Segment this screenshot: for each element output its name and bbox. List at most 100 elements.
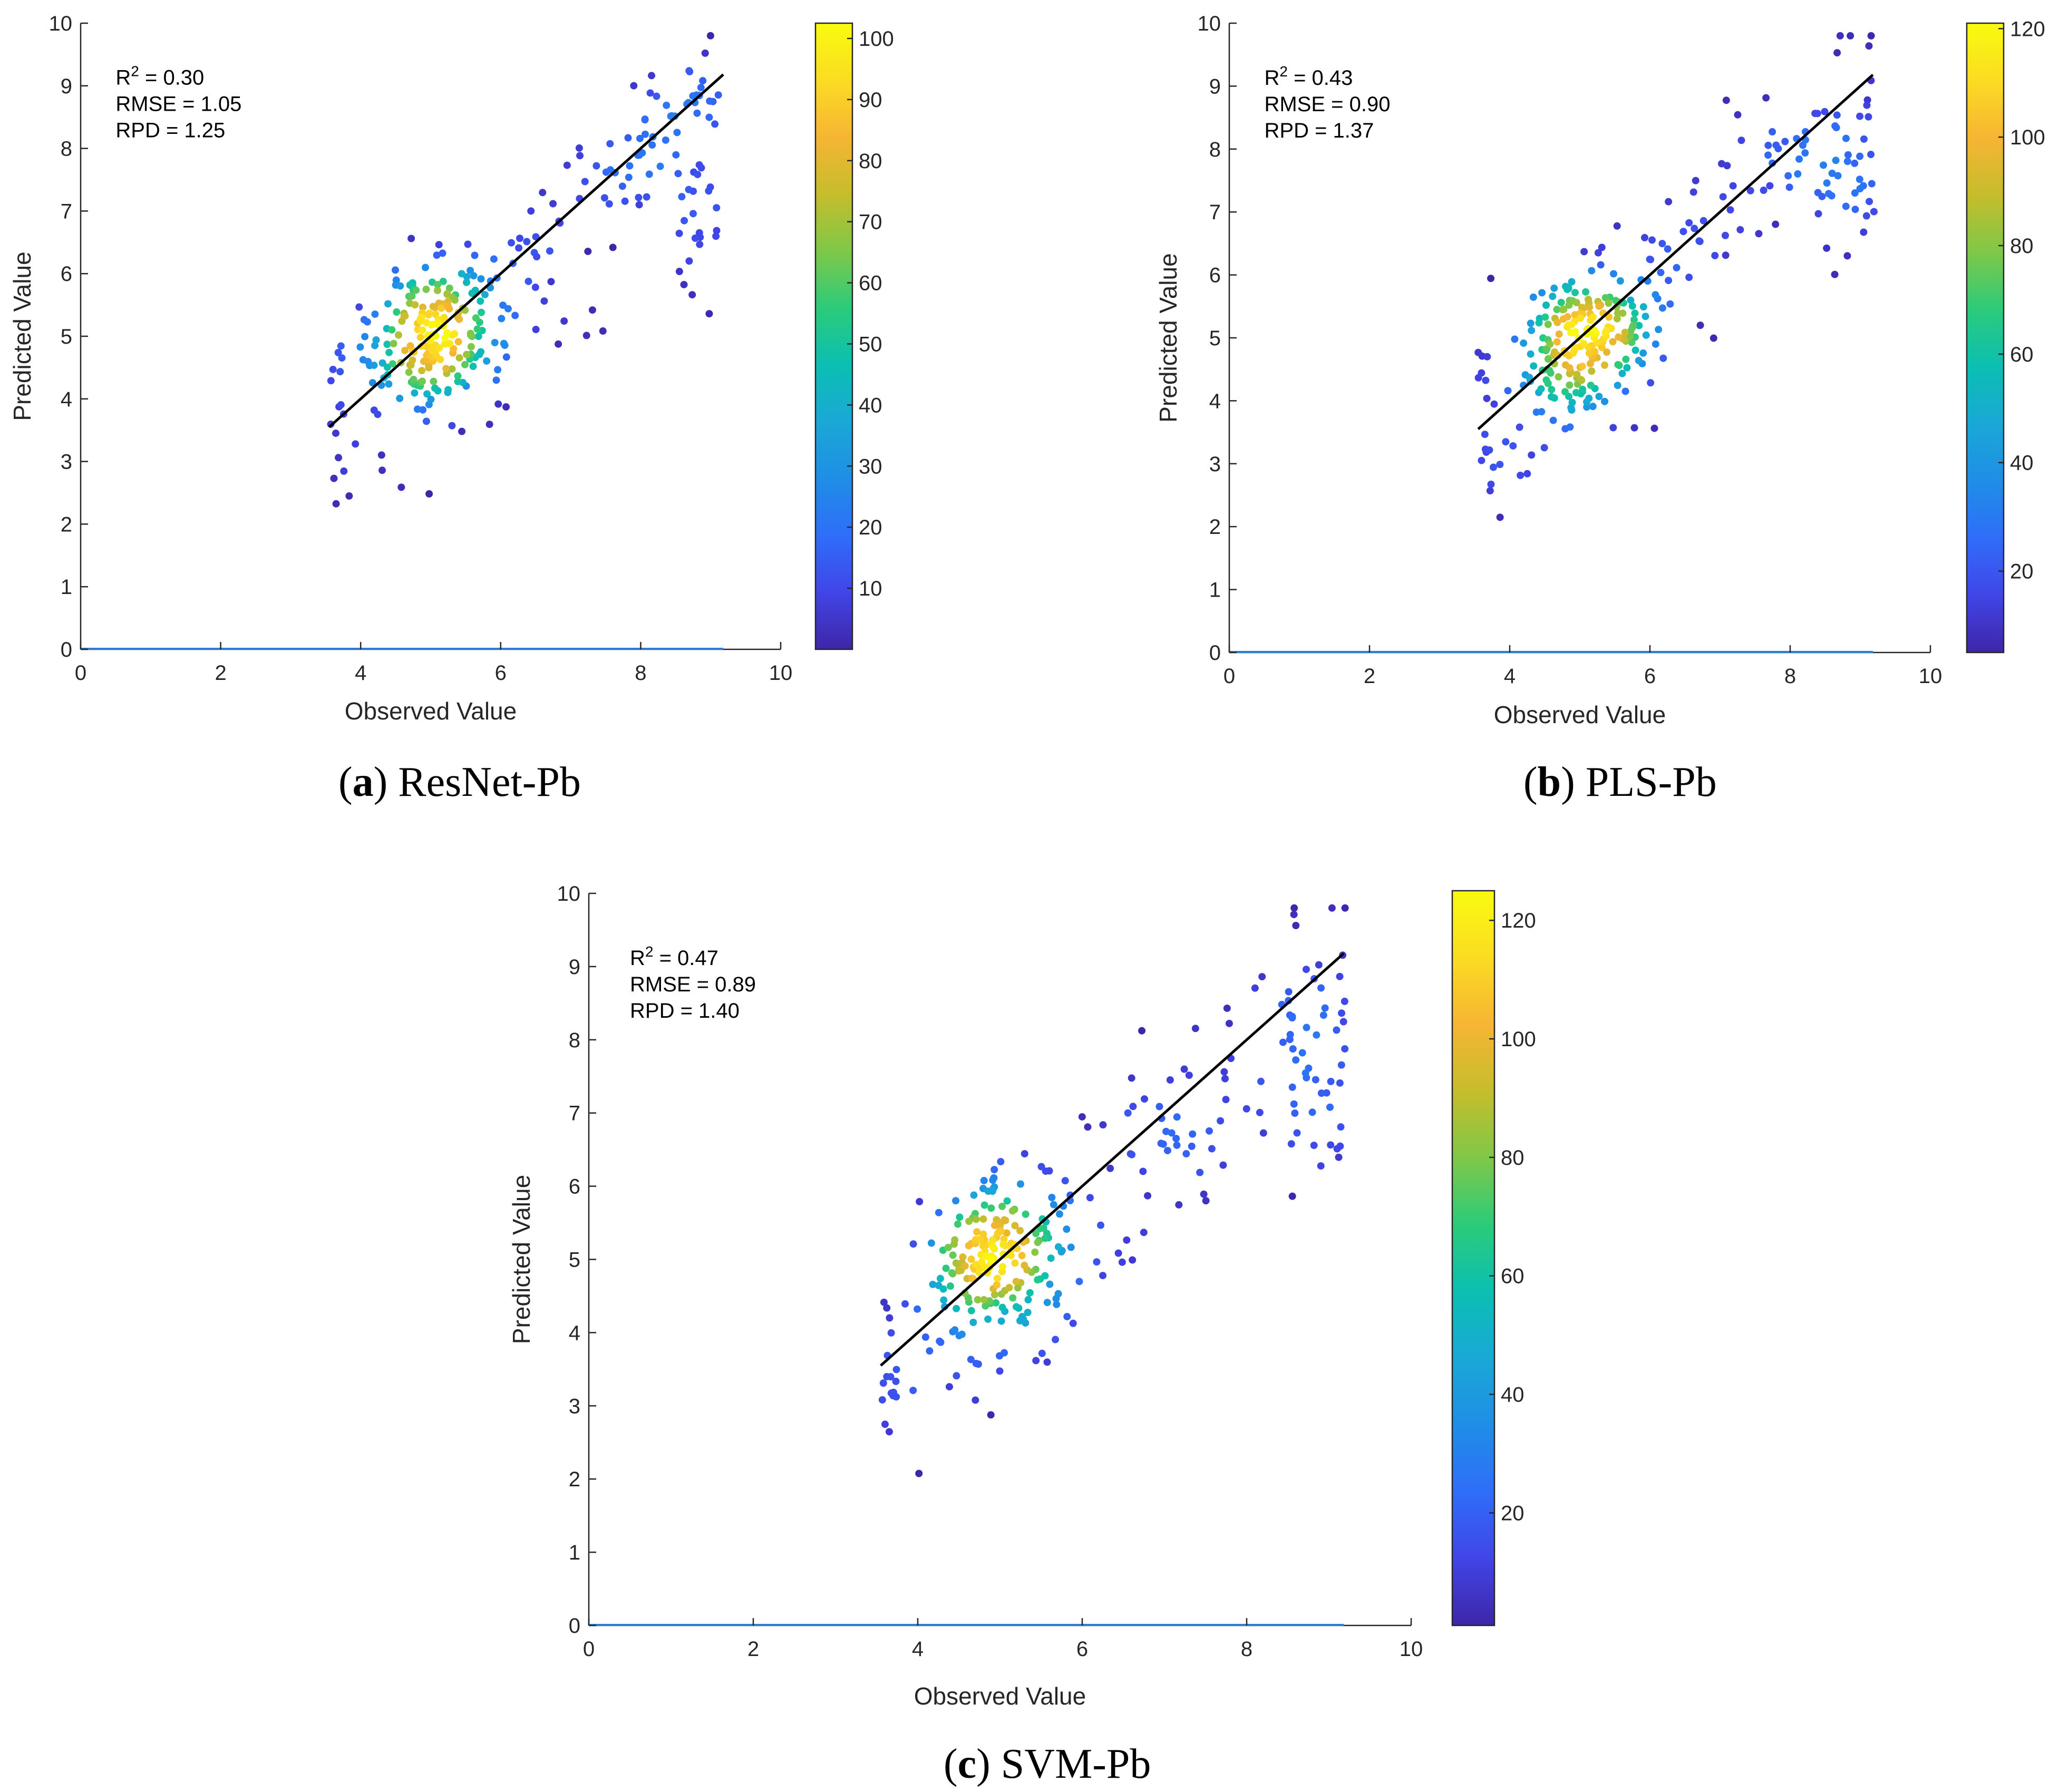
scatter-point bbox=[1863, 101, 1871, 109]
scatter-point bbox=[1251, 984, 1259, 992]
scatter-point bbox=[1609, 424, 1617, 432]
scatter-point bbox=[936, 1274, 944, 1282]
scatter-point bbox=[463, 350, 471, 358]
scatter-point bbox=[377, 451, 385, 459]
scatter-point bbox=[1168, 1129, 1176, 1137]
scatter-point bbox=[1856, 112, 1864, 120]
scatter-point bbox=[1328, 904, 1336, 912]
y-tick-label: 8 bbox=[569, 1029, 580, 1052]
scatter-point bbox=[618, 182, 626, 190]
scatter-point bbox=[335, 454, 343, 462]
scatter-point bbox=[1550, 394, 1558, 402]
r2-value: = 0.47 bbox=[653, 947, 718, 970]
scatter-point bbox=[996, 1367, 1004, 1375]
scatter-point bbox=[1337, 1061, 1345, 1069]
scatter-point bbox=[1856, 176, 1863, 183]
scatter-point bbox=[352, 440, 360, 448]
scatter-point bbox=[1485, 446, 1493, 454]
scatter-point bbox=[1021, 1150, 1028, 1157]
x-tick-label: 0 bbox=[1223, 665, 1235, 688]
scatter-point bbox=[1163, 1146, 1171, 1154]
scatter-point bbox=[714, 91, 722, 99]
scatter-point bbox=[635, 151, 643, 159]
scatter-point bbox=[1099, 1121, 1107, 1129]
scatter-point bbox=[432, 310, 440, 318]
scatter-point bbox=[674, 170, 682, 178]
scatter-point bbox=[421, 264, 429, 271]
r2-value: = 0.43 bbox=[1288, 66, 1353, 90]
scatter-point bbox=[1302, 966, 1310, 973]
scatter-point bbox=[1823, 179, 1831, 187]
scatter-point bbox=[944, 1243, 952, 1251]
scatter-point bbox=[1595, 302, 1603, 310]
scatter-point bbox=[901, 1300, 909, 1308]
scatter-point bbox=[997, 1158, 1005, 1166]
scatter-point bbox=[1256, 1108, 1264, 1116]
scatter-point bbox=[1639, 349, 1647, 357]
scatter-point bbox=[951, 1326, 959, 1334]
scatter-point bbox=[1722, 96, 1730, 104]
scatter-point bbox=[997, 1317, 1005, 1325]
scatter-point bbox=[1652, 291, 1659, 299]
scatter-point bbox=[1290, 911, 1298, 919]
scatter-point bbox=[685, 186, 693, 193]
scatter-point bbox=[329, 365, 337, 373]
scatter-point bbox=[939, 1285, 947, 1293]
scatter-point bbox=[1860, 135, 1868, 143]
scatter-point bbox=[581, 178, 589, 186]
scatter-point bbox=[1052, 1336, 1060, 1343]
scatter-point bbox=[1722, 251, 1730, 259]
scatter-point bbox=[887, 1373, 895, 1381]
scatter-point bbox=[1286, 1030, 1294, 1038]
scatter-point bbox=[356, 343, 364, 351]
scatter-point bbox=[1821, 108, 1829, 115]
scatter-point bbox=[532, 233, 540, 241]
scatter-point bbox=[1007, 1251, 1015, 1259]
scatter-point bbox=[1159, 1140, 1167, 1148]
scatter-point bbox=[1609, 338, 1617, 346]
scatter-point bbox=[605, 200, 613, 208]
scatter-point bbox=[1772, 220, 1780, 228]
scatter-point bbox=[1851, 159, 1859, 167]
x-tick-label: 0 bbox=[75, 661, 86, 685]
scatter-point bbox=[427, 395, 435, 403]
scatter-point bbox=[936, 1337, 944, 1345]
scatter-point bbox=[411, 301, 419, 309]
scatter-point bbox=[1535, 319, 1543, 327]
scatter-point bbox=[1009, 1294, 1017, 1302]
x-tick-label: 4 bbox=[1504, 665, 1516, 688]
scatter-point bbox=[916, 1197, 924, 1205]
scatter-point bbox=[1021, 1261, 1028, 1269]
scatter-point bbox=[546, 247, 553, 255]
scatter-point bbox=[1760, 186, 1767, 194]
scatter-point bbox=[374, 411, 382, 418]
scatter-point bbox=[1619, 309, 1627, 317]
scatter-point bbox=[1509, 442, 1517, 450]
scatter-point bbox=[494, 366, 502, 374]
caption-text: PLS-Pb bbox=[1586, 759, 1717, 805]
scatter-point bbox=[1541, 313, 1549, 321]
scatter-point bbox=[1605, 313, 1613, 321]
scatter-point bbox=[999, 1241, 1007, 1249]
scatter-point bbox=[1333, 1145, 1341, 1153]
scatter-point bbox=[1580, 304, 1588, 312]
scatter-point bbox=[1842, 202, 1850, 210]
scatter-point bbox=[1613, 222, 1621, 230]
x-tick-label: 8 bbox=[635, 661, 646, 685]
scatter-point bbox=[1011, 1259, 1019, 1267]
scatter-point bbox=[697, 84, 705, 92]
scatter-point bbox=[463, 278, 471, 286]
scatter-point bbox=[1583, 403, 1591, 411]
scatter-point bbox=[445, 340, 453, 348]
scatter-point bbox=[1814, 189, 1822, 197]
scatter-point bbox=[1016, 1180, 1024, 1188]
scatter-point bbox=[467, 267, 474, 275]
scatter-point bbox=[1517, 471, 1524, 479]
scatter-point bbox=[646, 89, 654, 97]
y-tick-label: 6 bbox=[1209, 264, 1221, 287]
scatter-point bbox=[1856, 152, 1864, 160]
scatter-point bbox=[1326, 1103, 1334, 1111]
scatter-point bbox=[1048, 1194, 1056, 1202]
scatter-point bbox=[1781, 138, 1789, 145]
